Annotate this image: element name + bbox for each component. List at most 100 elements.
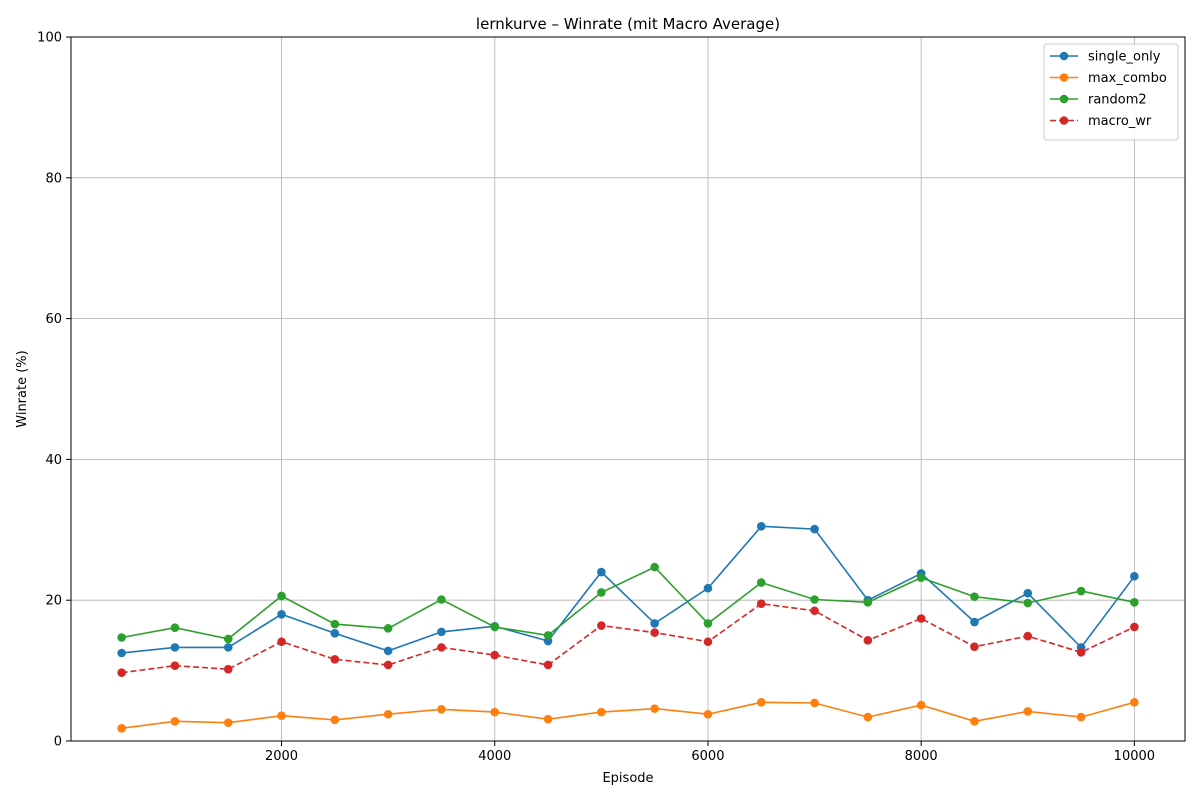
series-macro_wr [117,599,1139,678]
data-point-macro_wr [863,636,873,645]
data-point-macro_wr [330,655,340,664]
y-tick-label: 20 [45,594,62,609]
data-point-macro_wr [1076,647,1086,657]
data-point-max_combo [117,724,126,733]
series-single_only [117,521,1139,658]
series-line-single_only [121,525,1136,654]
data-point-single_only [970,617,979,627]
data-point-random2 [1130,598,1139,607]
data-point-max_combo [916,700,926,710]
legend-item-random2: random2 [1050,93,1147,108]
data-point-single_only [277,609,286,619]
x-axis: 2000 4000 6000 8000 10000 [265,741,1155,764]
data-point-max_combo [277,711,286,720]
legend-marker [1059,51,1069,61]
data-point-random2 [756,578,766,587]
data-point-max_combo [756,697,766,707]
chart-title: lernkurve – Winrate (mit Macro Average) [476,15,780,33]
legend: single_only max_combo random2 macro_wr [1043,43,1179,141]
legend-label: max_combo [1088,71,1167,86]
data-point-single_only [117,648,126,658]
data-point-max_combo [863,712,873,722]
data-point-random2 [223,634,233,644]
legend-label: single_only [1088,50,1161,65]
data-point-single_only [170,643,180,652]
data-point-max_combo [597,707,606,717]
data-point-random2 [650,562,659,572]
y-tick-label: 60 [45,312,62,327]
data-point-macro_wr [223,664,233,674]
data-point-random2 [1023,598,1033,608]
legend-box [1043,43,1179,141]
data-point-max_combo [970,716,979,726]
data-point-max_combo [490,707,500,717]
legend-marker [1059,116,1069,125]
data-point-macro_wr [543,660,553,670]
y-tick-label: 80 [45,171,62,186]
data-point-macro_wr [383,660,393,670]
x-axis-label: Episode [602,771,653,786]
data-point-macro_wr [437,643,446,652]
data-point-macro_wr [810,606,819,616]
x-tick-label: 4000 [478,749,511,764]
plot-frame [70,36,1186,742]
y-tick-label: 0 [54,735,62,750]
data-point-single_only [223,643,233,652]
data-point-random2 [597,588,606,597]
series-line-random2 [121,566,1135,640]
legend-marker [1059,73,1069,82]
data-point-max_combo [383,709,393,719]
data-point-random2 [703,619,713,628]
series-layer [117,521,1139,733]
data-point-macro_wr [170,661,180,670]
data-point-random2 [277,591,286,601]
series-line-max_combo [121,701,1135,730]
data-point-macro_wr [597,621,606,630]
legend-label: random2 [1088,93,1147,108]
data-point-max_combo [437,705,446,714]
data-point-max_combo [543,714,553,724]
data-point-random2 [916,573,926,582]
data-point-single_only [597,567,606,577]
data-point-macro_wr [117,668,126,678]
data-point-macro_wr [756,599,766,609]
data-point-single_only [650,619,659,628]
x-tick-label: 8000 [905,749,938,764]
data-point-single_only [383,646,393,656]
x-tick-label: 2000 [265,749,298,764]
x-tick-label: 6000 [691,749,724,764]
series-random2 [117,562,1139,644]
legend-item-max_combo: max_combo [1050,71,1167,86]
data-point-macro_wr [1023,631,1033,641]
data-point-random2 [490,622,500,632]
data-point-macro_wr [970,642,979,651]
y-axis: 0 20 40 60 80 100 [37,31,71,750]
legend-item-macro_wr: macro_wr [1050,114,1152,129]
data-point-single_only [703,583,713,593]
y-axis-label: Winrate (%) [15,350,30,427]
data-point-random2 [970,592,979,601]
y-tick-label: 100 [37,31,62,46]
data-point-random2 [863,598,873,607]
data-point-max_combo [223,718,233,727]
data-point-random2 [810,595,819,604]
data-point-random2 [117,633,126,642]
data-point-random2 [330,619,340,629]
data-point-random2 [543,631,553,640]
data-point-max_combo [170,716,180,726]
data-point-single_only [1130,571,1139,581]
data-point-max_combo [330,715,340,725]
data-point-random2 [383,624,393,633]
data-point-max_combo [650,704,659,713]
y-tick-label: 40 [45,453,62,468]
data-point-max_combo [1023,707,1033,716]
data-point-max_combo [703,709,713,719]
data-point-macro_wr [1130,622,1139,632]
data-point-macro_wr [916,614,926,623]
data-point-macro_wr [277,637,286,647]
data-point-single_only [437,627,446,637]
legend-item-single_only: single_only [1050,50,1161,65]
data-point-max_combo [1130,697,1139,707]
data-point-single_only [810,524,819,534]
